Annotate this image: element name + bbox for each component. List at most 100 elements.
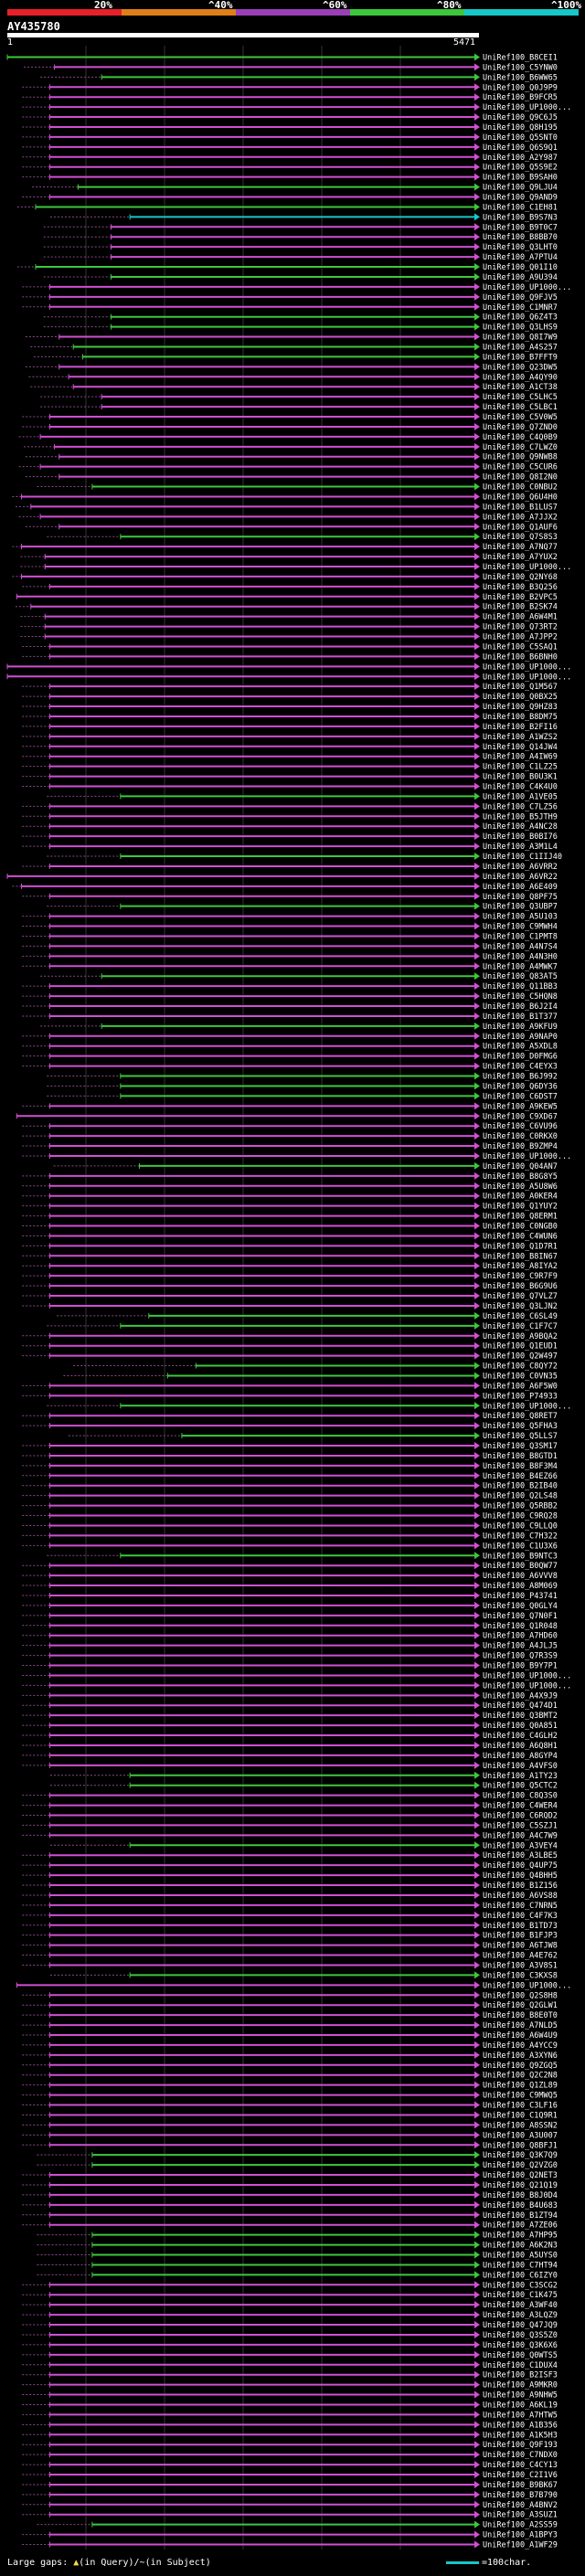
hit-label[interactable]: UniRef100_Q7S8S3 (483, 533, 558, 542)
hit-label[interactable]: UniRef100_Q1R048 (483, 1622, 558, 1631)
hit-label[interactable]: UniRef100_A1BPY3 (483, 2531, 558, 2540)
hit-label[interactable]: UniRef100_B9FCR5 (483, 93, 558, 102)
hit-label[interactable]: UniRef100_A8SSN2 (483, 2121, 558, 2130)
hit-label[interactable]: UniRef100_Q1D7R1 (483, 1242, 558, 1251)
hit-label[interactable]: UniRef100_C4EYX3 (483, 1063, 558, 1072)
hit-label[interactable]: UniRef100_C5LBC1 (483, 403, 558, 412)
hit-label[interactable]: UniRef100_B6WW65 (483, 73, 558, 82)
hit-label[interactable]: UniRef100_Q3LHS9 (483, 323, 558, 333)
hit-label[interactable]: UniRef100_C9LLQ0 (483, 1521, 558, 1531)
hit-label[interactable]: UniRef100_Q8I7W9 (483, 334, 558, 343)
hit-label[interactable]: UniRef100_A0KER4 (483, 1193, 558, 1202)
hit-label[interactable]: UniRef100_Q9LJU4 (483, 184, 558, 193)
hit-label[interactable]: UniRef100_C1PMT8 (483, 932, 558, 941)
hit-label[interactable]: UniRef100_Q6DY36 (483, 1082, 558, 1091)
hit-label[interactable]: UniRef100_Q6Z4T3 (483, 313, 558, 323)
hit-label[interactable]: UniRef100_A5XDL8 (483, 1043, 558, 1052)
hit-label[interactable]: UniRef100_Q1M567 (483, 683, 558, 692)
hit-label[interactable]: UniRef100_UP1000... (483, 1671, 571, 1680)
hit-label[interactable]: UniRef100_B4U683 (483, 2201, 558, 2210)
hit-label[interactable]: UniRef100_UP1000... (483, 283, 571, 292)
hit-label[interactable]: UniRef100_Q2NY68 (483, 573, 558, 582)
hit-label[interactable]: UniRef100_A5U103 (483, 913, 558, 922)
hit-label[interactable]: UniRef100_Q23DW5 (483, 363, 558, 372)
hit-label[interactable]: UniRef100_C4WER4 (483, 1802, 558, 1811)
hit-label[interactable]: UniRef100_A7HD60 (483, 1632, 558, 1641)
hit-label[interactable]: UniRef100_Q2GLW1 (483, 2001, 558, 2010)
hit-label[interactable]: UniRef100_A3V8S1 (483, 1961, 558, 1970)
hit-label[interactable]: UniRef100_A7ZE06 (483, 2221, 558, 2231)
hit-label[interactable]: UniRef100_A4IW69 (483, 753, 558, 762)
hit-label[interactable]: UniRef100_A6VS88 (483, 1892, 558, 1901)
hit-label[interactable]: UniRef100_B8E0T0 (483, 2011, 558, 2020)
hit-label[interactable]: UniRef100_A3U007 (483, 2131, 558, 2140)
hit-label[interactable]: UniRef100_A4N3H0 (483, 952, 558, 961)
hit-label[interactable]: UniRef100_Q5SNT0 (483, 133, 558, 143)
hit-label[interactable]: UniRef100_C5SZJ1 (483, 1821, 558, 1830)
hit-label[interactable]: UniRef100_B8DM75 (483, 713, 558, 722)
hit-label[interactable]: UniRef100_B8J0D4 (483, 2191, 558, 2200)
hit-label[interactable]: UniRef100_C6RQD2 (483, 1811, 558, 1820)
hit-label[interactable]: UniRef100_C5SAQ1 (483, 642, 558, 652)
hit-label[interactable]: UniRef100_Q8PF75 (483, 893, 558, 902)
hit-label[interactable]: UniRef100_Q8H195 (483, 123, 558, 133)
hit-label[interactable]: UniRef100_A2Y987 (483, 154, 558, 163)
hit-label[interactable]: UniRef100_C5LHC5 (483, 393, 558, 402)
hit-label[interactable]: UniRef100_A8GYP4 (483, 1752, 558, 1761)
hit-label[interactable]: UniRef100_Q73RT2 (483, 623, 558, 632)
hit-label[interactable]: UniRef100_B6J992 (483, 1073, 558, 1082)
hit-label[interactable]: UniRef100_A4JLJ5 (483, 1642, 558, 1651)
hit-label[interactable]: UniRef100_Q8RET7 (483, 1412, 558, 1421)
hit-label[interactable]: UniRef100_A1WF29 (483, 2541, 558, 2550)
hit-label[interactable]: UniRef100_A3SUZ1 (483, 2511, 558, 2520)
hit-label[interactable]: UniRef100_B9Y7P1 (483, 1662, 558, 1671)
hit-label[interactable]: UniRef100_B9T0C7 (483, 223, 558, 232)
hit-label[interactable]: UniRef100_B9S7N3 (483, 213, 558, 222)
hit-label[interactable]: UniRef100_C6VU96 (483, 1122, 558, 1131)
hit-label[interactable]: UniRef100_A9KFU9 (483, 1023, 558, 1032)
hit-label[interactable]: UniRef100_Q11BB3 (483, 982, 558, 991)
hit-label[interactable]: UniRef100_Q2LS48 (483, 1492, 558, 1501)
hit-label[interactable]: UniRef100_Q0A851 (483, 1722, 558, 1731)
hit-label[interactable]: UniRef100_A9NHW5 (483, 2391, 558, 2401)
hit-label[interactable]: UniRef100_A4NC28 (483, 822, 558, 832)
hit-label[interactable]: UniRef100_C1K475 (483, 2291, 558, 2300)
hit-label[interactable]: UniRef100_Q3K6X6 (483, 2341, 558, 2350)
hit-label[interactable]: UniRef100_A9U394 (483, 273, 558, 282)
hit-label[interactable]: UniRef100_A8IYA2 (483, 1262, 558, 1271)
hit-label[interactable]: UniRef100_Q7N0F1 (483, 1612, 558, 1621)
hit-label[interactable]: UniRef100_C4WUN6 (483, 1232, 558, 1241)
hit-label[interactable]: UniRef100_C8Q3S0 (483, 1792, 558, 1801)
hit-label[interactable]: UniRef100_Q8BFJ1 (483, 2141, 558, 2150)
hit-label[interactable]: UniRef100_Q2S8H8 (483, 1991, 558, 2000)
hit-label[interactable]: UniRef100_A6K2N3 (483, 2242, 558, 2251)
hit-label[interactable]: UniRef100_Q04AN7 (483, 1162, 558, 1171)
hit-label[interactable]: UniRef100_B5JTH9 (483, 812, 558, 822)
hit-label[interactable]: UniRef100_A3XYN6 (483, 2051, 558, 2061)
hit-label[interactable]: UniRef100_A7JJX2 (483, 513, 558, 522)
hit-label[interactable]: UniRef100_A6E409 (483, 883, 558, 892)
hit-label[interactable]: UniRef100_Q2NET3 (483, 2171, 558, 2180)
hit-label[interactable]: UniRef100_A6VVV8 (483, 1572, 558, 1581)
hit-label[interactable]: UniRef100_A7JPP2 (483, 633, 558, 642)
hit-label[interactable]: UniRef100_B9BK67 (483, 2481, 558, 2490)
hit-label[interactable]: UniRef100_Q8I2N0 (483, 473, 558, 482)
hit-label[interactable]: UniRef100_A4VFS0 (483, 1762, 558, 1771)
hit-label[interactable]: UniRef100_C9MWQ5 (483, 2092, 558, 2101)
hit-label[interactable]: UniRef100_C7NRN5 (483, 1902, 558, 1911)
hit-label[interactable]: UniRef100_Q3K7Q9 (483, 2151, 558, 2160)
hit-label[interactable]: UniRef100_C9MWH4 (483, 923, 558, 932)
hit-label[interactable]: UniRef100_Q5FHA3 (483, 1422, 558, 1431)
hit-label[interactable]: UniRef100_C1F7C7 (483, 1322, 558, 1331)
hit-label[interactable]: UniRef100_Q7R3S9 (483, 1652, 558, 1661)
hit-label[interactable]: UniRef100_B1ZT94 (483, 2211, 558, 2221)
hit-label[interactable]: UniRef100_C9XD67 (483, 1112, 558, 1121)
hit-label[interactable]: UniRef100_D0FMG6 (483, 1053, 558, 1062)
hit-label[interactable]: UniRef100_Q9ZGQ5 (483, 2062, 558, 2071)
hit-label[interactable]: UniRef100_Q3UBP7 (483, 903, 558, 912)
hit-label[interactable]: UniRef100_Q9C6J5 (483, 113, 558, 122)
hit-label[interactable]: UniRef100_B9ZMP4 (483, 1142, 558, 1151)
hit-label[interactable]: UniRef100_A9KEW5 (483, 1102, 558, 1111)
hit-label[interactable]: UniRef100_Q5LLS7 (483, 1432, 558, 1441)
hit-label[interactable]: UniRef100_A3WF40 (483, 2301, 558, 2310)
